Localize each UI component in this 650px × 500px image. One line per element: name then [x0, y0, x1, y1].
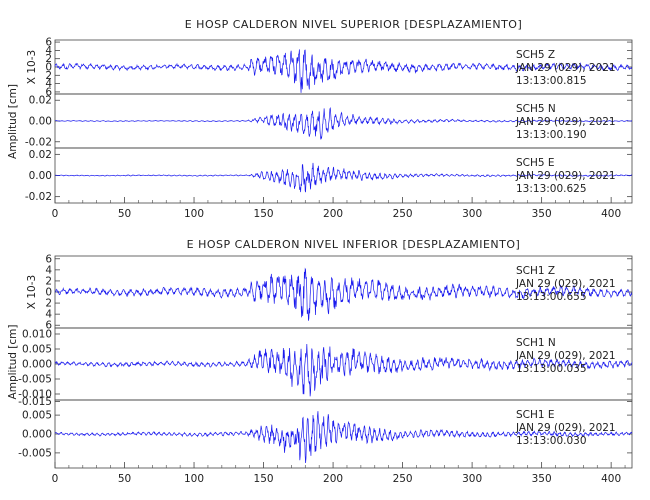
y-tick-label: 0.005 [22, 410, 52, 422]
x-tick-label: 100 [184, 208, 204, 220]
y-tick-label: 0.00 [29, 170, 52, 182]
time-label: 13:13:00.190 [516, 129, 587, 141]
channel-label: SCH5 E [516, 157, 555, 169]
y-tick-label: 0.02 [29, 149, 52, 161]
y-tick-label: 0.010 [22, 329, 52, 341]
y-tick-label: -0.015 [18, 396, 52, 408]
chart-title: E HOSP CALDERON NIVEL SUPERIOR [DESPLAZA… [185, 18, 523, 31]
channel-label: SCH1 N [516, 337, 556, 349]
y-tick-label: -0.005 [18, 447, 52, 459]
y-tick-label: -0.02 [25, 136, 52, 148]
x-tick-label: 400 [601, 473, 621, 485]
x-tick-label: 400 [601, 208, 621, 220]
time-label: 13:13:00.815 [516, 75, 587, 87]
x-tick-label: 0 [52, 473, 59, 485]
x-tick-label: 100 [184, 473, 204, 485]
waveform-line-sch5-e [54, 162, 633, 193]
y-tick-label: 0.005 [22, 344, 52, 356]
waveform-line-sch5-z [54, 49, 633, 93]
y-tick-label: 0.00 [29, 116, 52, 128]
time-label: 13:13:00.655 [516, 291, 587, 303]
date-label: JAN 29 (029), 2021 [515, 62, 616, 74]
y-tick-label: 0 [45, 287, 52, 299]
y-tick-label: 0.000 [22, 359, 52, 371]
channel-label: SCH5 N [516, 103, 556, 115]
y-tick-label: 0.000 [22, 429, 52, 441]
date-label: JAN 29 (029), 2021 [515, 278, 616, 290]
y-tick-label: 2 [45, 53, 52, 65]
x-tick-label: 200 [323, 208, 343, 220]
x-tick-label: 350 [532, 208, 552, 220]
y-tick-label: 0.02 [29, 95, 52, 107]
channel-label: SCH1 Z [516, 265, 555, 277]
y-tick-label: 4 [45, 45, 52, 57]
y-tick-label: 6 [45, 86, 52, 98]
x-tick-label: 300 [462, 473, 482, 485]
x-tick-label: 150 [254, 473, 274, 485]
time-label: 13:13:00.625 [516, 183, 587, 195]
x-tick-label: 50 [118, 208, 131, 220]
channel-label: SCH1 E [516, 409, 555, 421]
x-tick-label: 250 [393, 208, 413, 220]
waveform-line-sch5-n [54, 107, 633, 140]
time-label: 13:13:00.030 [516, 435, 587, 447]
y-tick-label: 2 [45, 70, 52, 82]
scale-label: X 10-3 [26, 50, 38, 84]
time-label: 13:13:00.035 [516, 363, 587, 375]
waveform-line-sch1-e [54, 411, 633, 464]
date-label: JAN 29 (029), 2021 [515, 350, 616, 362]
x-tick-label: 50 [118, 473, 131, 485]
y-tick-label: 0 [45, 62, 52, 74]
y-tick-label: 4 [45, 309, 52, 321]
y-tick-label: 6 [45, 253, 52, 265]
x-tick-label: 300 [462, 208, 482, 220]
y-tick-label: 4 [45, 78, 52, 90]
x-tick-label: 250 [393, 473, 413, 485]
channel-label: SCH5 Z [516, 49, 555, 61]
date-label: JAN 29 (029), 2021 [515, 116, 616, 128]
y-tick-label: 4 [45, 264, 52, 276]
y-axis-label: Amplitud [cm] [7, 325, 19, 400]
x-tick-label: 350 [532, 473, 552, 485]
chart-title: E HOSP CALDERON NIVEL INFERIOR [DESPLAZA… [187, 238, 521, 251]
x-tick-label: 0 [52, 208, 59, 220]
y-tick-label: 2 [45, 298, 52, 310]
y-tick-label: 2 [45, 275, 52, 287]
waveform-line-sch1-z [54, 267, 633, 321]
y-tick-label: 6 [45, 37, 52, 49]
x-tick-label: 150 [254, 208, 274, 220]
y-tick-label: -0.02 [25, 191, 52, 203]
y-tick-label: -0.010 [18, 389, 52, 401]
date-label: JAN 29 (029), 2021 [515, 422, 616, 434]
scale-label: X 10-3 [26, 275, 38, 309]
y-axis-label: Amplitud [cm] [7, 84, 19, 159]
waveform-line-sch1-n [54, 344, 633, 397]
date-label: JAN 29 (029), 2021 [515, 170, 616, 182]
y-tick-label: 6 [45, 320, 52, 332]
x-tick-label: 200 [323, 473, 343, 485]
y-tick-label: -0.005 [18, 374, 52, 386]
